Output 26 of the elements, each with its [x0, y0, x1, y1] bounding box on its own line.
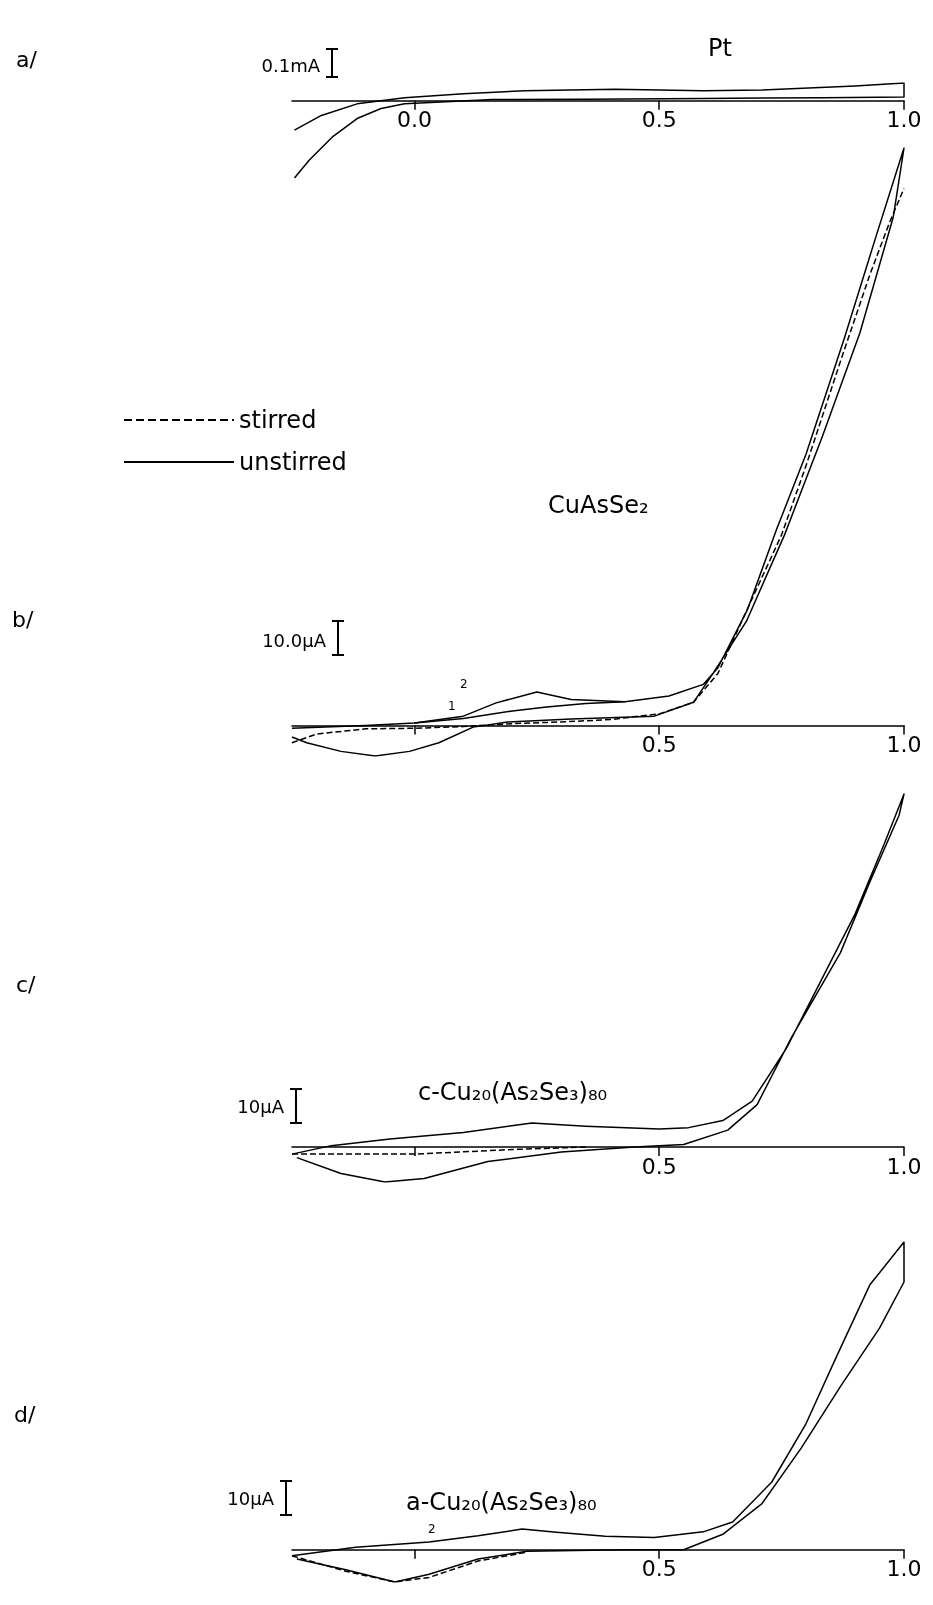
text: a-Cu₂₀(As₂Se₃)₈₀	[406, 1488, 597, 1516]
x-tick-label: 1.0	[886, 107, 922, 133]
annotation: 2	[428, 1522, 436, 1536]
text: c-Cu₂₀(As₂Se₃)₈₀	[418, 1078, 608, 1106]
x-tick-label: 1.0	[886, 1153, 922, 1179]
y-axis-title: 10µA	[227, 1487, 275, 1509]
legend-label: stirred	[239, 406, 317, 434]
text: a/	[16, 46, 38, 72]
legend-label: unstirred	[239, 448, 347, 476]
x-tick-label: 1.0	[886, 1556, 922, 1582]
x-tick-label: 0.5	[641, 1153, 677, 1179]
y-axis-title: 10.0µA	[262, 629, 327, 651]
chart-title: Pt	[708, 34, 732, 62]
x-tick-label: 1.0	[886, 731, 922, 757]
y-axis-title: 10µA	[237, 1095, 285, 1117]
x-tick-label: 0.5	[641, 731, 677, 757]
annotation: 1	[448, 699, 456, 713]
text: d/	[14, 1401, 36, 1427]
x-tick-label: 0.0	[396, 107, 432, 133]
text: b/	[12, 606, 34, 632]
x-tick-label: 0.5	[641, 107, 677, 133]
y-axis-title: 0.1mA	[261, 54, 321, 76]
text: CuAsSe₂	[548, 491, 649, 519]
text: c/	[16, 971, 37, 997]
x-tick-label: 0.5	[641, 1556, 677, 1582]
annotation: 2	[460, 677, 468, 691]
